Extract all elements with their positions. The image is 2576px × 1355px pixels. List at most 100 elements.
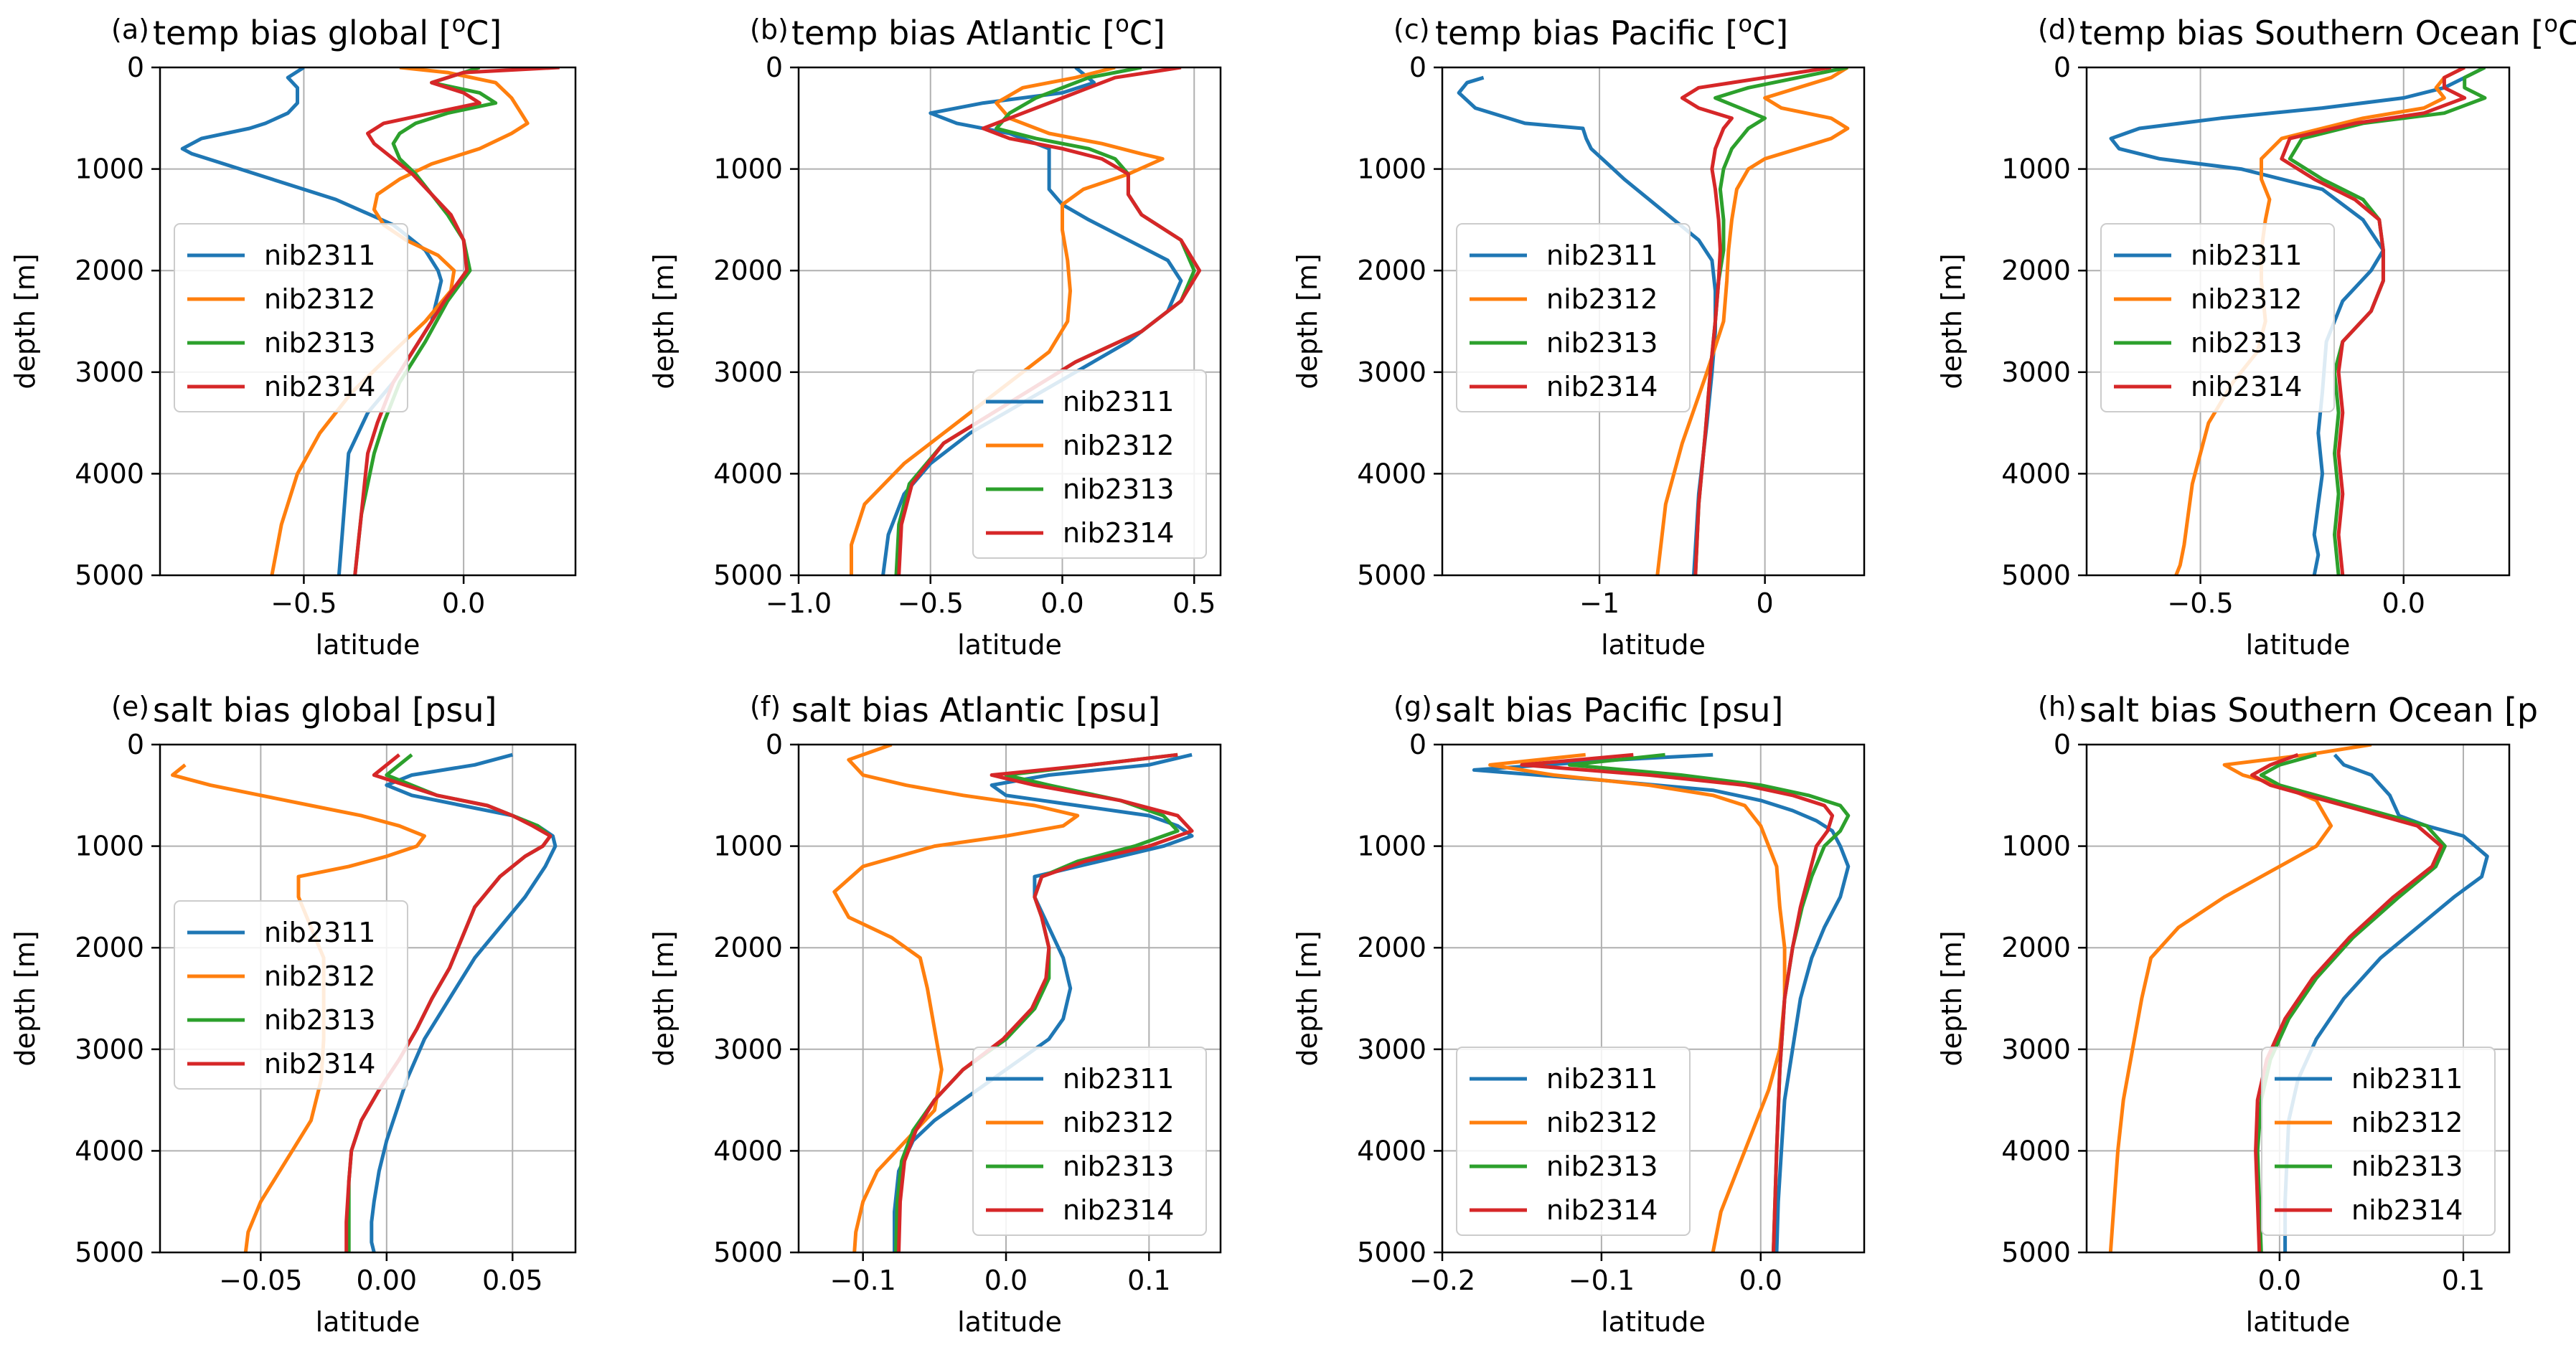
y-tick-label: 5000 [2001, 560, 2071, 591]
legend-label-nib2314: nib2314 [1546, 1194, 1658, 1226]
y-tick-label: 2000 [713, 255, 783, 286]
legend-label-nib2312: nib2312 [2351, 1107, 2463, 1138]
panel-title: salt bias Atlantic [psu] [791, 691, 1160, 730]
x-tick-label: 0.05 [482, 1265, 543, 1296]
legend: nib2311 nib2312 nib2313 nib2314 [174, 900, 408, 1090]
legend-label-nib2314: nib2314 [2351, 1194, 2463, 1226]
legend: nib2311 nib2312 nib2313 nib2314 [2261, 1047, 2496, 1236]
y-tick-label: 2000 [713, 932, 783, 963]
y-tick-label: 2000 [75, 932, 144, 963]
y-tick-label: 4000 [2001, 1135, 2071, 1166]
legend-box [972, 1047, 1207, 1236]
legend-label-nib2313: nib2313 [264, 1004, 375, 1036]
legend-label-nib2311: nib2311 [2191, 240, 2302, 271]
legend-label-nib2314: nib2314 [1063, 517, 1174, 549]
series-line-nib2312 [1488, 752, 1787, 1252]
panel-title-main: salt bias Southern Ocean [p [2079, 691, 2538, 730]
legend-label-nib2311: nib2311 [2351, 1063, 2463, 1095]
y-tick-label: 3000 [75, 1034, 144, 1065]
panel-title-end: C] [2558, 14, 2576, 52]
y-axis-label: depth [m] [9, 930, 41, 1066]
legend-label-nib2311: nib2311 [1063, 386, 1174, 417]
x-tick-label: −0.5 [271, 587, 337, 619]
x-tick-label: −0.2 [1409, 1265, 1475, 1296]
series-line-nib2314 [344, 753, 553, 1252]
series-line-nib2311 [180, 67, 443, 575]
x-tick-label: 0.1 [2442, 1265, 2485, 1296]
series-line-nib2312 [171, 763, 426, 1252]
x-tick-label: −0.5 [898, 587, 964, 619]
legend-label-nib2311: nib2311 [1546, 240, 1658, 271]
legend-label-nib2312: nib2312 [1063, 430, 1174, 461]
y-tick-label: 3000 [75, 357, 144, 388]
legend-label-nib2314: nib2314 [1063, 1194, 1174, 1226]
y-tick-label: 2000 [75, 255, 144, 286]
y-tick-label: 4000 [713, 1135, 783, 1166]
x-axis-label: latitude [2246, 629, 2351, 661]
y-tick-label: 1000 [713, 154, 783, 185]
x-tick-label: 0.0 [1739, 1265, 1782, 1296]
x-axis-label: latitude [957, 1306, 1062, 1338]
panel-title: salt bias global [psu] [153, 691, 497, 730]
series-line-nib2311 [881, 67, 1183, 575]
legend-label-nib2311: nib2311 [1546, 1063, 1658, 1095]
panel-title-main: temp bias Pacific [ [1435, 14, 1739, 52]
x-tick-label: −1 [1579, 587, 1620, 619]
y-tick-label: 3000 [1357, 1034, 1426, 1065]
legend: nib2311 nib2312 nib2313 nib2314 [1456, 1047, 1691, 1236]
y-tick-label: 0 [1409, 729, 1426, 760]
legend-label-nib2312: nib2312 [1546, 1107, 1658, 1138]
panel-title-end: C] [1129, 14, 1165, 52]
panel-tag: (g) [1393, 691, 1432, 722]
y-axis-label: depth [m] [1936, 930, 1968, 1066]
panel-title-sup: o [2544, 10, 2558, 37]
series-line-nib2314 [2280, 67, 2467, 575]
subplot-e: −0.05 0.00 0.05 0 1000 2000 3000 4000 5000 latitu… [9, 691, 577, 1338]
subplot-f: −0.1 0.0 0.1 0 1000 2000 3000 4000 5000 latitude d… [648, 691, 1222, 1338]
legend-label-nib2314: nib2314 [264, 371, 375, 402]
y-tick-label: 4000 [2001, 458, 2071, 489]
legend-label-nib2313: nib2313 [2351, 1151, 2463, 1182]
legend-label-nib2313: nib2313 [264, 327, 375, 359]
legend-label-nib2312: nib2312 [1063, 1107, 1174, 1138]
panel-title-main: temp bias Southern Ocean [ [2079, 14, 2544, 52]
y-axis-label: depth [m] [9, 253, 41, 389]
legend-label-nib2312: nib2312 [264, 283, 375, 315]
panel-title-main: salt bias Atlantic [psu] [791, 691, 1160, 730]
y-tick-label: 1000 [2001, 831, 2071, 862]
axes-frame [2085, 743, 2511, 1254]
y-tick-label: 4000 [1357, 458, 1426, 489]
series-line-nib2314 [2250, 752, 2443, 1252]
legend: nib2311 nib2312 nib2313 nib2314 [1456, 223, 1691, 412]
axes-frame [797, 743, 1222, 1254]
legend-label-nib2313: nib2313 [1546, 327, 1658, 359]
axes-frame [159, 66, 577, 577]
series-line-nib2311 [2109, 67, 2486, 575]
x-tick-label: 0.5 [1172, 587, 1216, 619]
y-tick-label: 5000 [75, 560, 144, 591]
legend: nib2311 nib2312 nib2313 nib2314 [972, 369, 1207, 559]
legend-label-nib2314: nib2314 [1546, 371, 1658, 402]
legend-label-nib2311: nib2311 [264, 917, 375, 948]
y-tick-label: 5000 [713, 1237, 783, 1268]
axes-frame [159, 743, 577, 1254]
y-axis-label: depth [m] [648, 930, 680, 1066]
x-axis-label: latitude [957, 629, 1062, 661]
series-line-nib2314 [897, 752, 1194, 1252]
x-axis-label: latitude [316, 629, 420, 661]
panel-title-sup: o [1739, 10, 1753, 37]
legend-box [2100, 223, 2335, 412]
legend-box [174, 223, 408, 412]
legend-label-nib2311: nib2311 [1063, 1063, 1174, 1095]
legend-label-nib2313: nib2313 [1063, 473, 1174, 505]
x-tick-label: −0.1 [830, 1265, 896, 1296]
axes-frame [1441, 66, 1866, 577]
panel-tag: (a) [111, 14, 149, 45]
x-tick-label: 0 [1757, 587, 1774, 619]
x-tick-label: 0.0 [442, 587, 485, 619]
y-tick-label: 3000 [713, 357, 783, 388]
panel-tag: (f) [750, 691, 781, 722]
series-line-nib2311 [370, 752, 558, 1252]
y-axis-label: depth [m] [1936, 253, 1968, 389]
